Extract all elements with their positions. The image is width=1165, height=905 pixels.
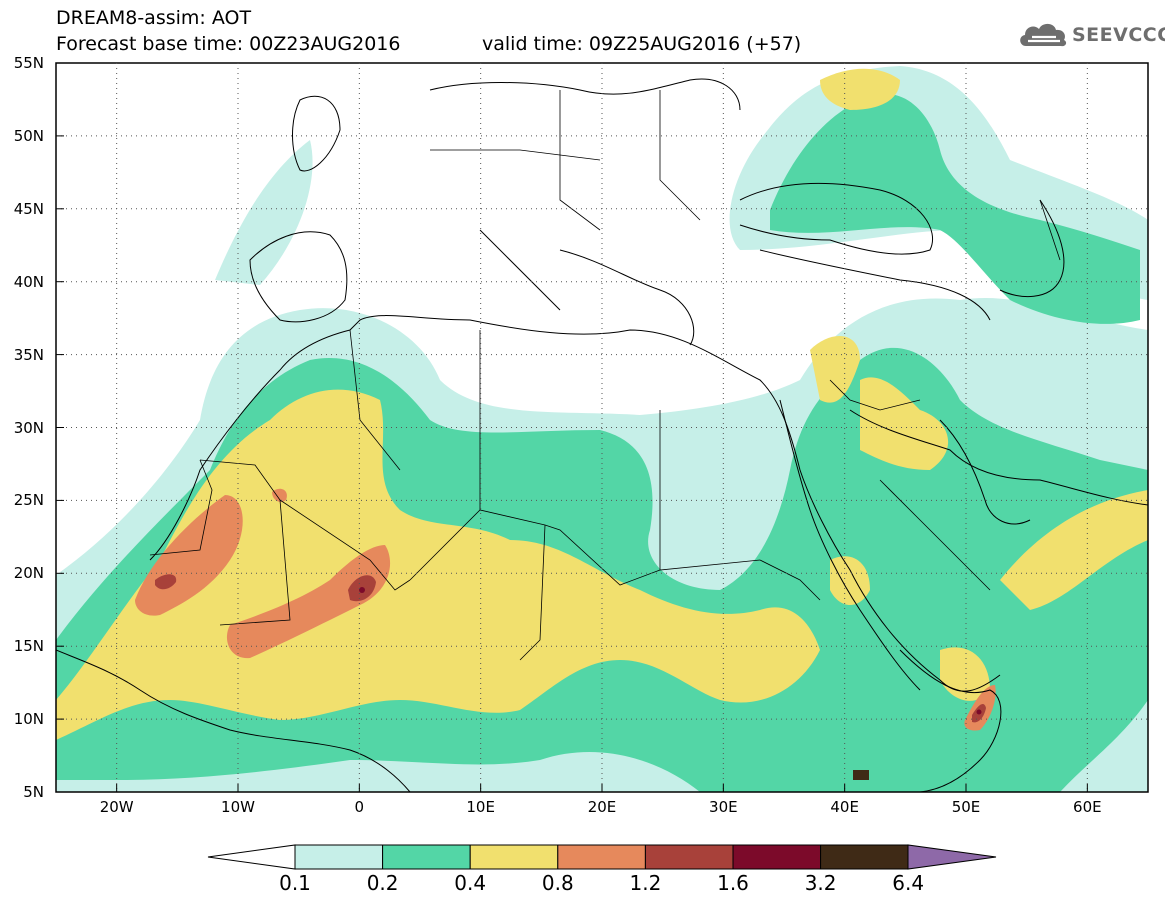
logo-text: SEEVCCC	[1072, 24, 1165, 46]
colorbar	[207, 844, 997, 870]
lon-label: 20E	[587, 798, 617, 816]
lat-label: 5N	[23, 783, 44, 801]
coastlines	[56, 78, 1148, 792]
forecast-base-time: Forecast base time: 00Z23AUG2016	[56, 33, 401, 55]
lat-label: 10N	[13, 710, 44, 729]
lon-label: 60E	[1073, 798, 1102, 816]
colorbar-segment	[469, 844, 559, 870]
aot-1.6-field	[359, 587, 982, 715]
lat-label: 30N	[13, 418, 44, 437]
colorbar-label: 0.1	[279, 871, 311, 895]
colorbar-label: 1.6	[717, 871, 749, 895]
colorbar-label: 3.2	[804, 871, 837, 895]
colorbar-segment	[382, 844, 471, 870]
seevccc-logo: SEEVCCC	[1016, 18, 1165, 54]
lon-label: 20W	[99, 798, 134, 816]
lat-label: 40N	[13, 272, 44, 291]
lon-label: 0	[354, 798, 365, 816]
borders	[149, 90, 1061, 661]
valid-time: valid time: 09Z25AUG2016 (+57)	[482, 33, 802, 55]
colorbar-segment	[820, 844, 909, 870]
lon-label: 10W	[221, 798, 255, 816]
aot-3.2-field	[853, 770, 869, 780]
lon-label: 30E	[709, 798, 738, 816]
lat-label: 15N	[13, 637, 44, 656]
colorbar-segment	[557, 844, 646, 870]
lat-label: 45N	[13, 199, 44, 218]
map-title: DREAM8-assim: AOT	[56, 7, 252, 29]
axis-ticks	[56, 62, 1088, 793]
colorbar-label: 6.4	[892, 871, 925, 895]
graticule	[56, 63, 1148, 792]
lat-label: 55N	[13, 54, 44, 72]
lat-label: 35N	[13, 345, 44, 364]
colorbar-label: 0.8	[541, 871, 574, 895]
lat-label: 20N	[13, 564, 44, 583]
cloud-icon	[1020, 23, 1067, 47]
colorbar-segment	[644, 844, 734, 870]
lat-label: 25N	[13, 491, 44, 510]
lon-label: 40E	[830, 798, 859, 816]
colorbar-label: 0.4	[454, 871, 487, 895]
lat-label: 50N	[13, 126, 44, 145]
lon-label: 50E	[951, 798, 981, 816]
colorbar-high-arrow	[907, 844, 997, 870]
colorbar-low-arrow	[207, 844, 296, 870]
colorbar-label: 0.2	[366, 871, 399, 895]
colorbar-segment	[294, 844, 384, 870]
colorbar-segment	[732, 844, 822, 870]
lon-label: 10E	[466, 798, 495, 816]
colorbar-label: 1.2	[629, 871, 662, 895]
